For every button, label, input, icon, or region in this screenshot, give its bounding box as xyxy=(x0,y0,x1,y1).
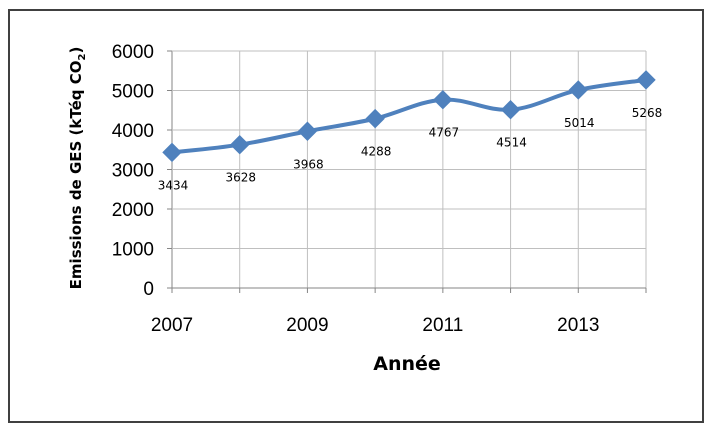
data-label: 3968 xyxy=(293,157,324,171)
x-tick-label: 2007 xyxy=(151,315,193,336)
x-tick-label: 2011 xyxy=(422,315,463,336)
x-axis-title: Année xyxy=(373,353,441,375)
x-axis-ticks: 2007 2009 2011 2013 xyxy=(151,288,647,336)
y-axis-title-subscript: 2 xyxy=(77,53,88,60)
data-point-marker xyxy=(500,99,521,120)
y-tick-label: 5000 xyxy=(112,82,154,103)
x-tick-label: 2013 xyxy=(557,315,599,336)
data-label: 4767 xyxy=(429,126,460,140)
data-point-marker xyxy=(230,134,250,155)
y-axis-title-close: ) xyxy=(67,47,85,54)
y-tick-label: 2000 xyxy=(112,200,154,221)
y-tick-label: 6000 xyxy=(112,42,154,63)
y-axis-title: Emissions de GES (kTéq CO2) xyxy=(67,47,88,290)
data-label: 3434 xyxy=(158,178,189,192)
data-label: 4514 xyxy=(496,136,527,150)
y-tick-label: 1000 xyxy=(112,240,154,261)
data-labels-group: 3434 3628 3968 4288 4767 4514 5014 5268 xyxy=(158,106,663,192)
data-point-marker xyxy=(162,142,182,163)
data-point-marker xyxy=(636,70,656,90)
data-label: 3628 xyxy=(225,171,256,185)
x-tick-label: 2009 xyxy=(286,315,328,336)
data-point-marker xyxy=(297,121,318,141)
data-point-marker xyxy=(568,80,588,100)
y-axis-title-main: Emissions de GES (kTéq CO xyxy=(67,60,85,289)
y-axis-ticks: 0 1000 2000 3000 4000 5000 6000 xyxy=(112,42,172,300)
y-tick-label: 0 xyxy=(143,279,154,300)
markers-group xyxy=(162,70,656,163)
data-point-marker xyxy=(365,108,385,129)
data-label: 5268 xyxy=(632,106,663,120)
horizontal-gridlines xyxy=(172,50,646,289)
data-label: 4288 xyxy=(361,145,392,159)
chart-frame xyxy=(8,9,704,423)
y-tick-label: 3000 xyxy=(112,161,154,182)
y-tick-label: 4000 xyxy=(112,121,154,142)
data-label: 5014 xyxy=(564,116,595,130)
data-point-marker xyxy=(433,89,453,110)
